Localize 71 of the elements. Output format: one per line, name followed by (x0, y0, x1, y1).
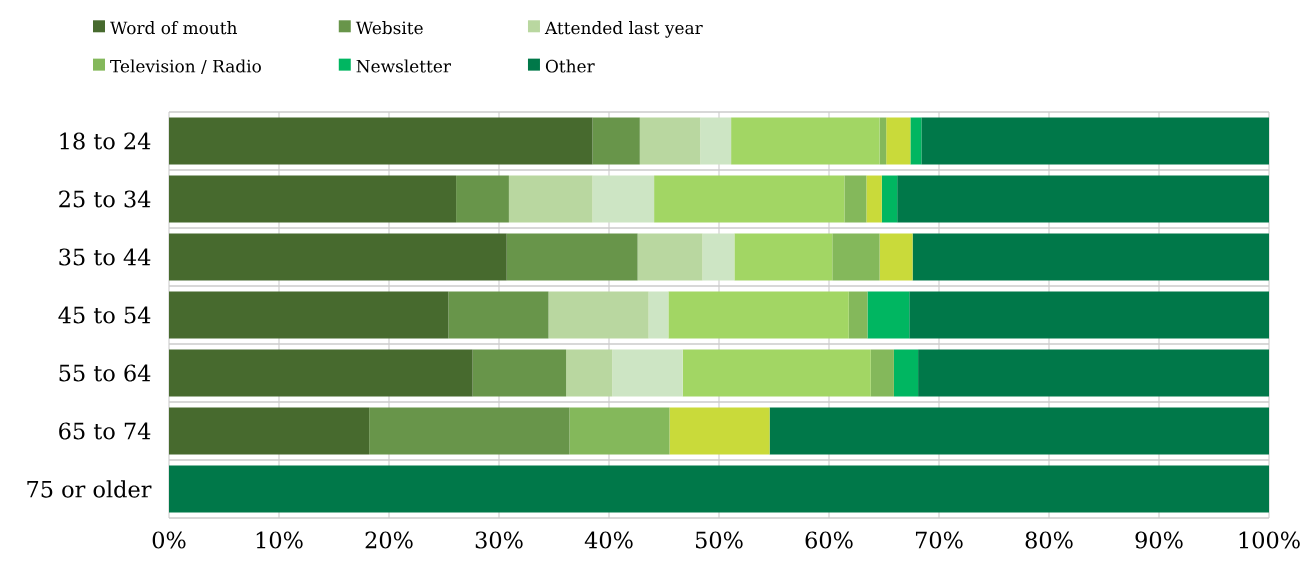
y-tick-label: 18 to 24 (60, 132, 151, 150)
x-tick-label: 40% (584, 531, 633, 549)
bar (886, 117, 911, 165)
bar (870, 349, 894, 397)
legend-label: Other (545, 59, 595, 73)
y-tick-label: 35 to 44 (59, 248, 151, 266)
bar (921, 117, 1269, 165)
y-tick-label: 75 or older (27, 480, 152, 498)
bar (918, 349, 1269, 397)
bar (592, 175, 655, 223)
x-tick-label: 80% (1025, 531, 1073, 549)
bar (867, 291, 910, 339)
legend-label: Newsletter (356, 59, 451, 73)
bar (592, 117, 640, 165)
bar (508, 175, 593, 223)
bar (769, 407, 1269, 455)
bar (909, 291, 1269, 339)
bar (169, 349, 473, 397)
bar (893, 349, 919, 397)
x-tick-label: 20% (365, 531, 413, 549)
bar (669, 407, 770, 455)
y-tick-label: 55 to 64 (59, 364, 151, 382)
x-tick-label: 0% (152, 531, 186, 549)
bar (866, 175, 882, 223)
bar (639, 117, 701, 165)
bar (682, 349, 871, 397)
bar (548, 291, 649, 339)
bar (702, 233, 735, 281)
bar (881, 175, 898, 223)
bar (169, 233, 507, 281)
x-tick-label: 70% (915, 531, 963, 549)
bar (456, 175, 509, 223)
bar (879, 233, 913, 281)
bar (844, 175, 867, 223)
bar (832, 233, 880, 281)
legend-label: Television / Radio (110, 59, 261, 74)
bar (910, 117, 922, 165)
bar (734, 233, 833, 281)
bar (472, 349, 567, 397)
y-tick-label: 65 to 74 (59, 422, 151, 440)
bar (648, 291, 669, 339)
x-tick-label: 30% (475, 531, 523, 549)
x-tick-label: 90% (1135, 531, 1183, 549)
bar (448, 291, 549, 339)
bar (700, 117, 732, 165)
bar (169, 291, 449, 339)
x-tick-label: 10% (256, 531, 303, 549)
y-tick-label: 25 to 34 (59, 190, 151, 208)
x-tick-label: 60% (805, 531, 853, 549)
bar (848, 291, 868, 339)
bar (169, 465, 1269, 513)
bar (731, 117, 880, 165)
bar (169, 175, 457, 223)
x-tick-label: 50% (695, 531, 743, 549)
bar (169, 117, 593, 165)
bar (668, 291, 849, 339)
bar (637, 233, 703, 281)
legend-label: Attended last year (544, 21, 703, 38)
bar (569, 407, 670, 455)
x-tick-label: 100% (1239, 531, 1300, 549)
bar (912, 233, 1269, 281)
bar (566, 349, 613, 397)
bar (506, 233, 638, 281)
bar (612, 349, 683, 397)
legend-label: Word of mouth (110, 21, 237, 35)
y-tick-label: 45 to 54 (58, 306, 151, 324)
bar (897, 175, 1269, 223)
bar (654, 175, 845, 223)
legend-label: Website (355, 21, 423, 35)
bar (369, 407, 570, 455)
bar (169, 407, 370, 455)
